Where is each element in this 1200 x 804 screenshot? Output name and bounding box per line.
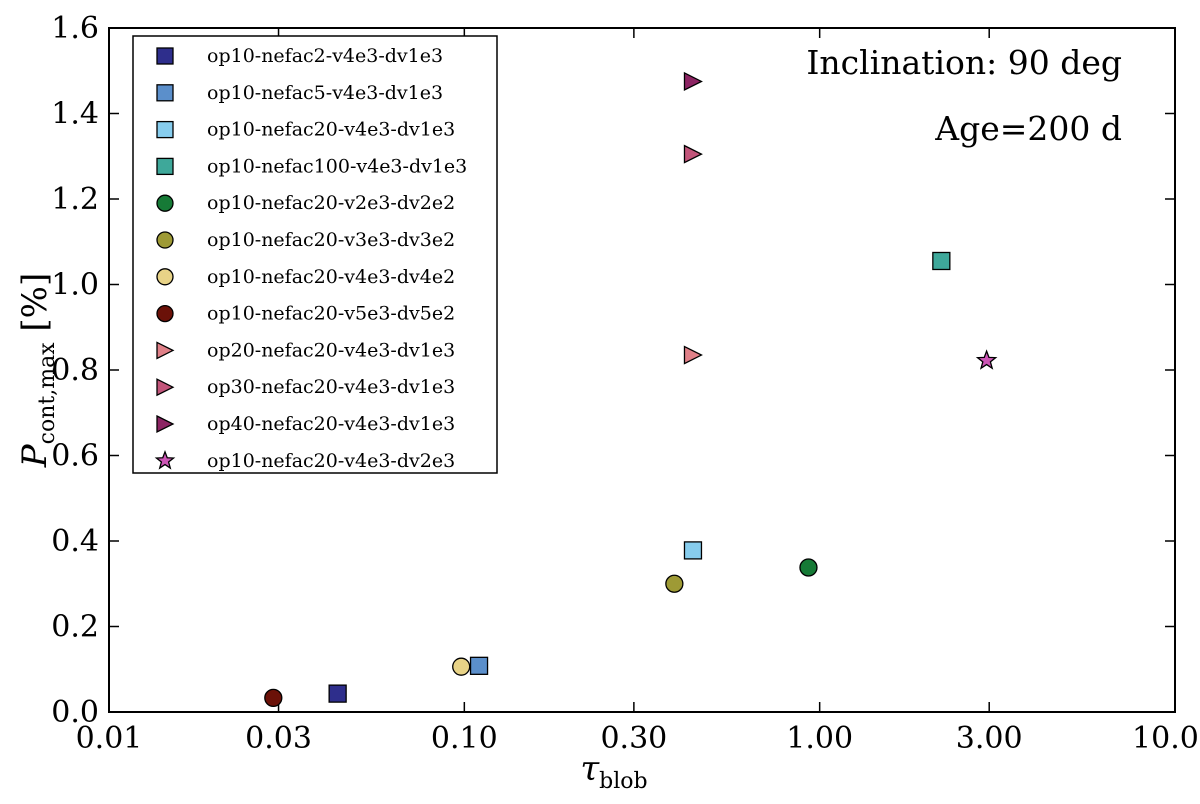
x-tick-label: 0.01 <box>76 721 143 756</box>
x-axis-label: τblob <box>580 749 647 794</box>
annotation-inclination: Inclination: 90 deg <box>806 43 1122 82</box>
legend-label: op10-nefac5-v4e3-dv1e3 <box>207 82 443 104</box>
data-point <box>469 656 489 675</box>
y-axis-label-suffix: [%] <box>15 273 55 343</box>
data-point <box>683 144 703 164</box>
y-axis-label-main: P <box>15 443 55 468</box>
legend-box <box>132 35 498 474</box>
legend-label: op10-nefac20-v5e3-dv5e2 <box>207 303 455 325</box>
x-axis-label-sub: blob <box>599 769 647 794</box>
legend: op10-nefac2-v4e3-dv1e3 op10-nefac5-v4e3-d… <box>132 35 498 474</box>
legend-label: op40-nefac20-v4e3-dv1e3 <box>207 413 455 435</box>
x-tick-label: 0.30 <box>600 721 667 756</box>
x-tick-label: 1.00 <box>786 721 853 756</box>
y-tick-label: 1.0 <box>51 268 99 303</box>
data-points <box>264 71 998 708</box>
legend-label: op30-nefac20-v4e3-dv1e3 <box>207 376 455 398</box>
x-tick-label: 10.00 <box>1132 721 1200 756</box>
data-point <box>975 349 998 370</box>
data-point <box>683 345 703 365</box>
legend-marker <box>156 414 175 434</box>
legend-marker <box>156 47 174 65</box>
y-tick-label: 1.6 <box>51 11 99 46</box>
data-point <box>932 251 951 271</box>
y-tick-label: 0.4 <box>51 524 99 559</box>
y-tick-label: 1.4 <box>51 97 99 132</box>
legend-label: op10-nefac20-v4e3-dv1e3 <box>207 119 455 141</box>
annotation-age: Age=200 d <box>934 109 1122 148</box>
legend-label: op10-nefac20-v3e3-dv3e2 <box>207 229 455 251</box>
data-point <box>328 684 347 703</box>
legend-marker <box>156 378 175 397</box>
legend-marker <box>154 449 176 470</box>
legend-label: op10-nefac20-v4e3-dv4e2 <box>207 266 455 288</box>
x-tick-label: 0.10 <box>431 721 498 756</box>
legend-marker <box>156 268 174 286</box>
y-tick-label: 1.2 <box>51 182 99 217</box>
ticks: 0.01 0.03 0.10 0.30 1.00 3.00 10.00 0.0 0.2 0.4 0.… <box>51 11 1200 756</box>
y-axis-label: Pcont,max [%] <box>15 273 60 469</box>
data-point <box>665 574 684 593</box>
y-tick-label: 0.0 <box>51 695 99 730</box>
legend-label: op20-nefac20-v4e3-dv1e3 <box>207 339 455 361</box>
legend-marker <box>156 157 174 176</box>
y-tick-label: 0.8 <box>51 353 99 388</box>
legend-label: op10-nefac20-v2e3-dv2e2 <box>207 192 455 214</box>
x-tick-label: 3.00 <box>956 721 1023 756</box>
legend-marker <box>156 341 175 360</box>
data-point <box>683 71 703 91</box>
legend-label: op10-nefac20-v4e3-dv2e3 <box>207 450 455 472</box>
x-axis-label-main: τ <box>580 749 600 789</box>
y-axis-label-sub: cont,max <box>35 342 60 445</box>
legend-marker <box>156 304 174 323</box>
y-tick-label: 0.6 <box>51 439 99 474</box>
x-tick-label: 0.03 <box>245 721 312 756</box>
data-point <box>452 657 471 676</box>
legend-marker <box>156 194 174 212</box>
legend-label: op10-nefac100-v4e3-dv1e3 <box>207 155 467 177</box>
legend-marker <box>156 120 174 139</box>
legend-marker <box>156 231 174 249</box>
y-tick-label: 0.2 <box>51 610 99 645</box>
data-point <box>799 558 818 577</box>
data-point <box>264 688 283 708</box>
legend-marker <box>156 84 174 102</box>
data-point <box>683 541 703 560</box>
legend-label: op10-nefac2-v4e3-dv1e3 <box>207 45 443 67</box>
